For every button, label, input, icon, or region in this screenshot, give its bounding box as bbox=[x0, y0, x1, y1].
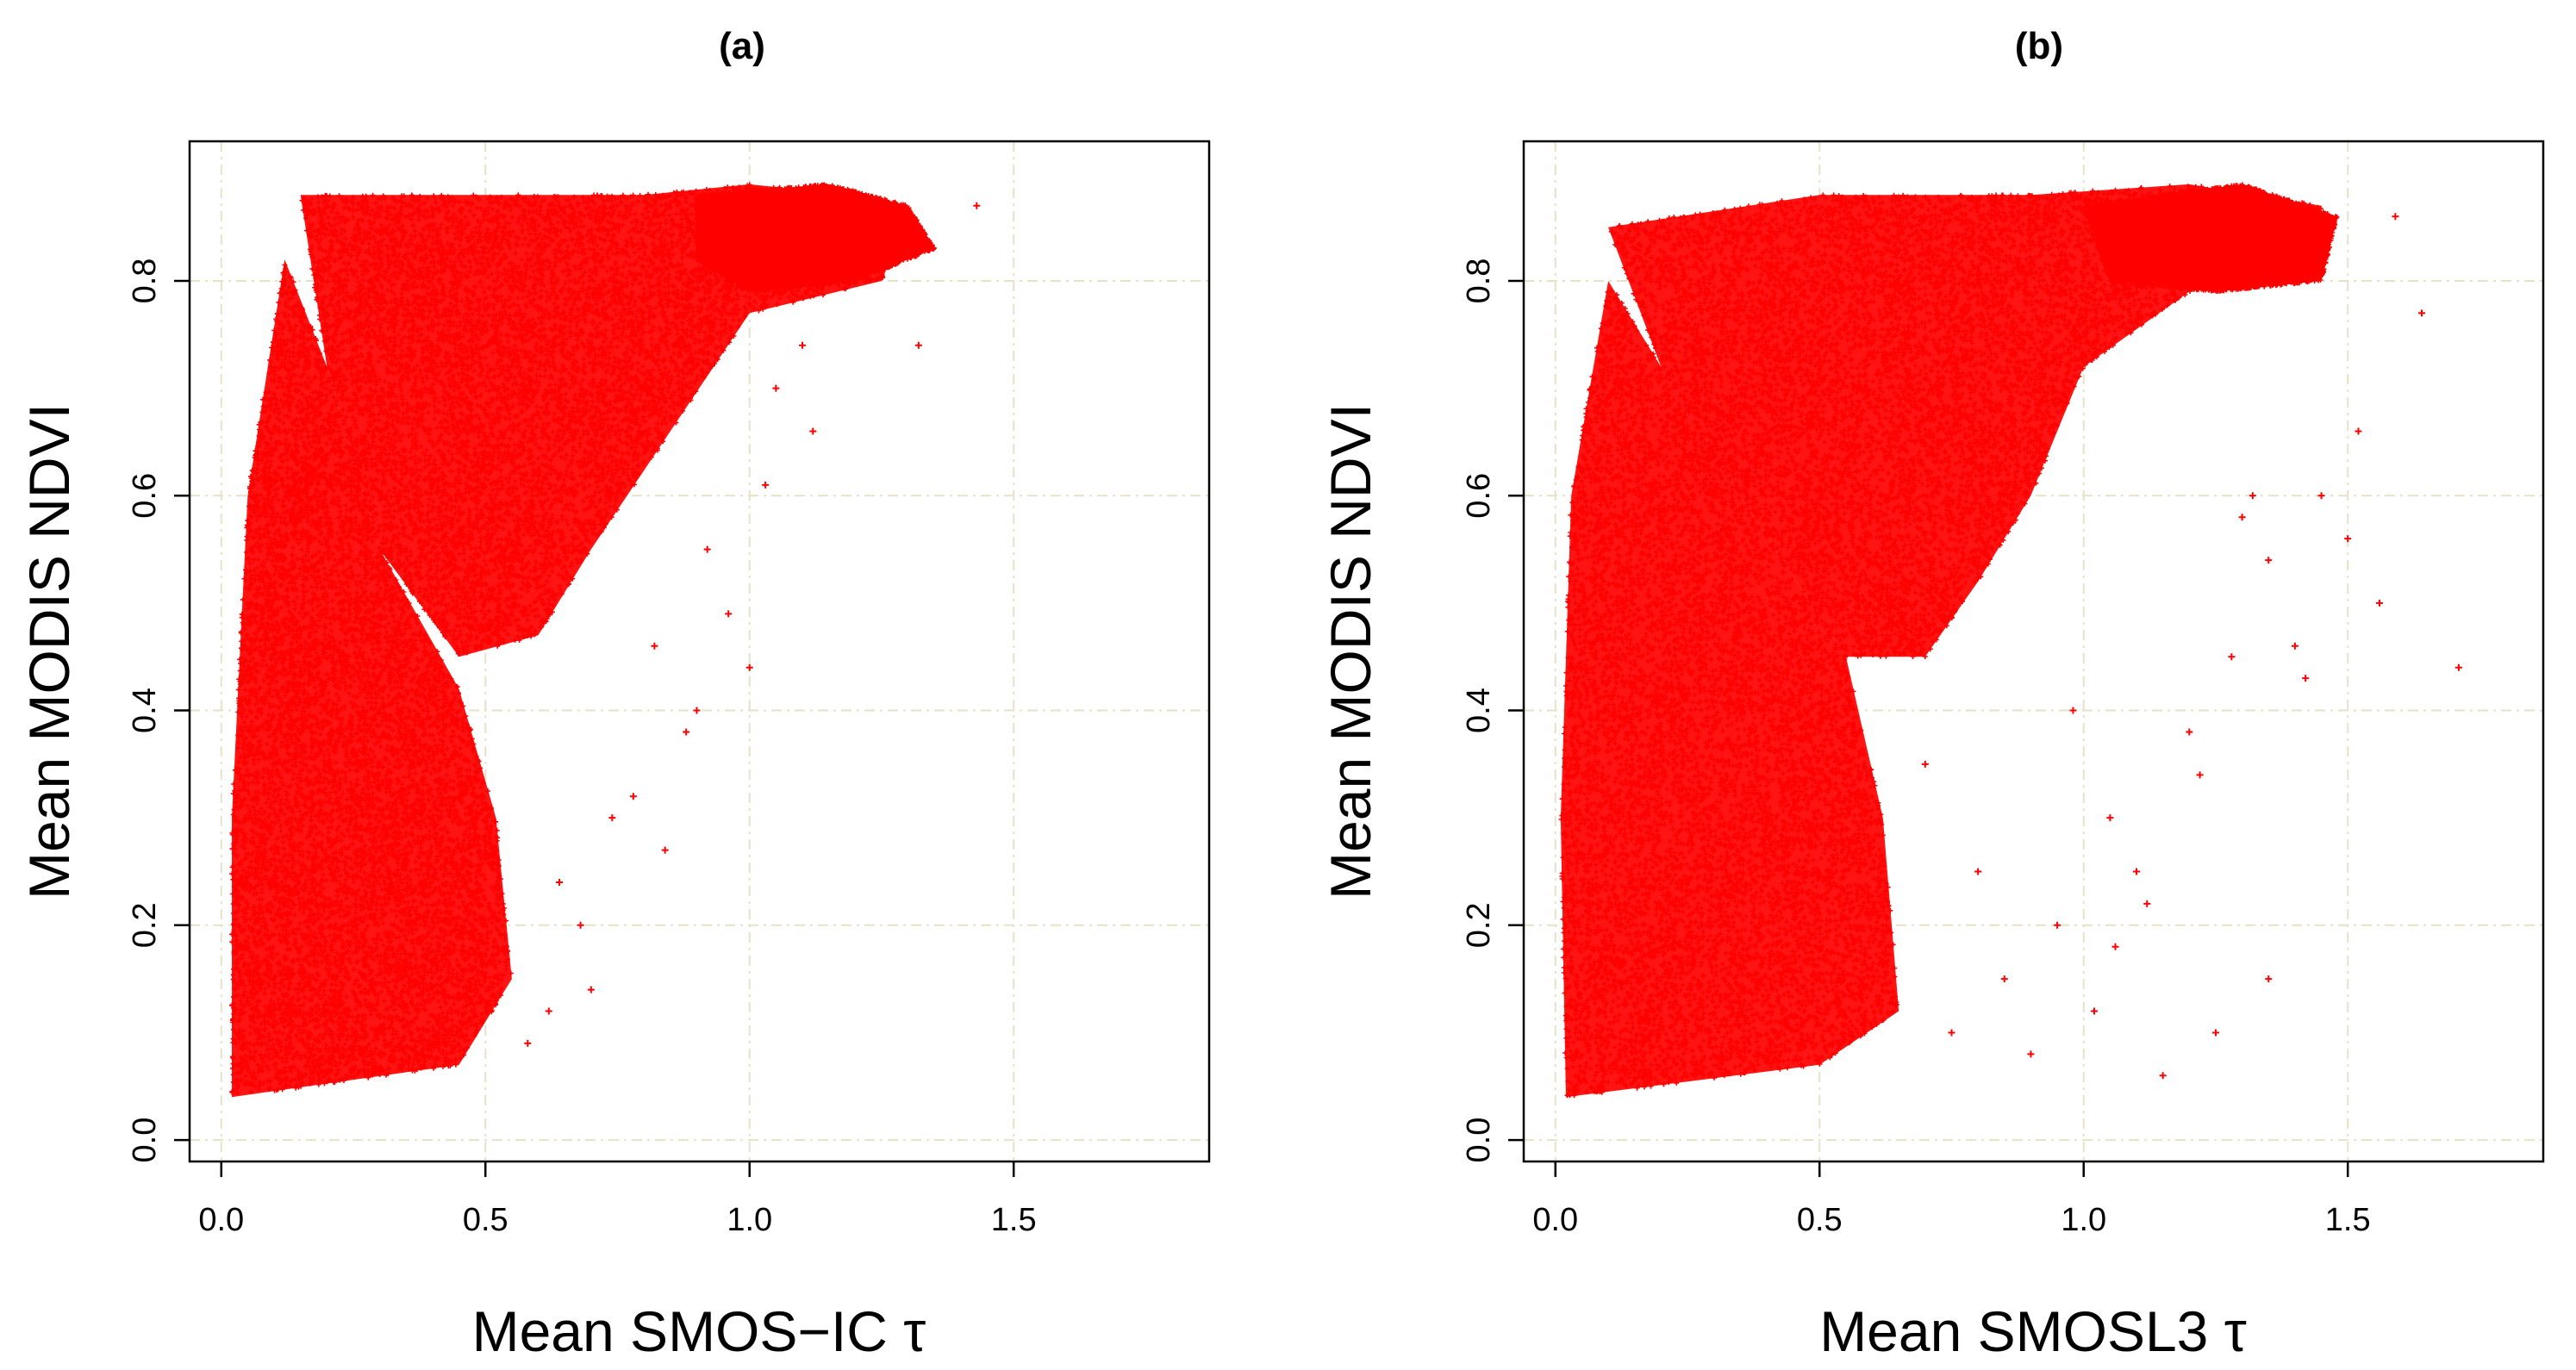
outlier-point bbox=[762, 481, 770, 489]
outlier-point bbox=[725, 610, 733, 618]
outlier-point bbox=[556, 878, 564, 886]
outlier-point bbox=[651, 642, 658, 650]
outlier-point bbox=[2159, 1072, 2167, 1080]
outlier-point bbox=[1948, 1029, 1955, 1037]
outlier-point bbox=[2375, 599, 2383, 607]
outlier-point bbox=[2418, 309, 2426, 317]
panel-b-frame bbox=[1522, 140, 2545, 1163]
outlier-point bbox=[2265, 557, 2273, 564]
dense-point-cloud-1 bbox=[229, 262, 514, 1096]
outlier-point bbox=[2211, 1029, 2219, 1037]
outlier-point bbox=[2265, 975, 2273, 983]
outlier-point bbox=[2111, 943, 2119, 950]
outlier-point bbox=[2196, 771, 2204, 779]
panel-a-points bbox=[229, 182, 981, 1098]
outlier-point bbox=[693, 707, 701, 714]
outlier-point bbox=[2344, 535, 2352, 543]
y-tick-label: 0.4 bbox=[127, 688, 163, 733]
outlier-point bbox=[2000, 975, 2008, 983]
outlier-point bbox=[2186, 728, 2193, 736]
x-tick-label: 1.5 bbox=[991, 1202, 1037, 1238]
panel-b: (b) 0.0 0.5 1.0 1.5 0.0 0.2 0.4 0.6 0.8 Mean SM… bbox=[1319, 25, 2545, 1363]
outlier-point bbox=[2249, 492, 2256, 500]
outlier-point bbox=[2069, 707, 2077, 714]
outlier-point bbox=[799, 341, 807, 349]
y-tick-label: 0.6 bbox=[1461, 473, 1497, 519]
outlier-point bbox=[629, 793, 637, 800]
outlier-point bbox=[2228, 653, 2236, 661]
outlier-point bbox=[2143, 900, 2151, 907]
panel-a-title: (a) bbox=[719, 25, 765, 67]
outlier-point bbox=[703, 545, 711, 553]
outlier-point bbox=[2090, 1007, 2098, 1015]
outlier-point bbox=[973, 202, 981, 209]
y-tick-label: 0.2 bbox=[127, 902, 163, 948]
outlier-point bbox=[2355, 427, 2362, 435]
panel-a-y-axis-label: Mean MODIS NDVI bbox=[17, 403, 81, 900]
outlier-point bbox=[577, 921, 584, 929]
outlier-point bbox=[745, 663, 753, 671]
outlier-point bbox=[2291, 642, 2298, 650]
outlier-point bbox=[2392, 213, 2399, 221]
y-tick-label: 0.0 bbox=[1461, 1118, 1497, 1163]
outlier-point bbox=[524, 1039, 532, 1047]
outlier-point bbox=[2302, 675, 2310, 682]
panel-b-x-axis: 0.0 0.5 1.0 1.5 bbox=[1532, 1161, 2371, 1238]
outlier-point bbox=[2027, 1050, 2035, 1058]
y-tick-label: 0.8 bbox=[127, 258, 163, 304]
outlier-point bbox=[545, 1007, 552, 1015]
outlier-point bbox=[661, 846, 669, 854]
panel-b-title: (b) bbox=[2015, 25, 2063, 67]
outlier-point bbox=[772, 384, 780, 392]
panel-a-y-axis: 0.0 0.2 0.4 0.6 0.8 bbox=[127, 258, 190, 1163]
x-tick-label: 1.5 bbox=[2325, 1202, 2371, 1238]
dense-point-cloud-3 bbox=[2082, 182, 2340, 294]
outlier-point bbox=[2238, 514, 2246, 521]
dense-point-cloud-3 bbox=[694, 182, 937, 294]
panel-b-y-axis-label: Mean MODIS NDVI bbox=[1319, 403, 1382, 900]
panel-b-x-axis-label: Mean SMOSL3 τ bbox=[1819, 1299, 2247, 1363]
outlier-point bbox=[2317, 492, 2325, 500]
dense-point-cloud-1 bbox=[1558, 288, 1899, 1099]
y-tick-label: 0.0 bbox=[127, 1118, 163, 1163]
panel-b-y-axis: 0.0 0.2 0.4 0.6 0.8 bbox=[1461, 258, 1524, 1163]
outlier-point bbox=[587, 986, 595, 993]
x-tick-label: 0.0 bbox=[1532, 1202, 1578, 1238]
y-tick-label: 0.2 bbox=[1461, 902, 1497, 948]
outlier-point bbox=[1921, 760, 1929, 768]
outlier-point bbox=[914, 341, 922, 349]
outlier-point bbox=[1974, 868, 1982, 875]
y-tick-label: 0.6 bbox=[127, 473, 163, 519]
x-tick-label: 0.0 bbox=[198, 1202, 244, 1238]
panel-b-points bbox=[1558, 182, 2462, 1099]
x-tick-label: 1.0 bbox=[2061, 1202, 2106, 1238]
x-tick-label: 1.0 bbox=[727, 1202, 772, 1238]
x-tick-label: 0.5 bbox=[1797, 1202, 1843, 1238]
y-tick-label: 0.8 bbox=[1461, 258, 1497, 304]
panel-a-x-axis-label: Mean SMOS−IC τ bbox=[472, 1299, 926, 1363]
outlier-point bbox=[608, 814, 616, 822]
outlier-point bbox=[2454, 663, 2462, 671]
outlier-point bbox=[683, 728, 690, 736]
panel-a: (a) 0.0 0.5 1.0 1.5 0.0 0.2 0.4 0.6 0.8 Mean SM… bbox=[17, 25, 1211, 1363]
outlier-point bbox=[2106, 814, 2114, 822]
x-tick-label: 0.5 bbox=[463, 1202, 508, 1238]
y-tick-label: 0.4 bbox=[1461, 688, 1497, 733]
outlier-point bbox=[809, 427, 817, 435]
panel-a-x-axis: 0.0 0.5 1.0 1.5 bbox=[198, 1161, 1037, 1238]
outlier-point bbox=[2054, 921, 2061, 929]
panel-a-frame bbox=[188, 140, 1211, 1163]
outlier-point bbox=[2133, 868, 2141, 875]
